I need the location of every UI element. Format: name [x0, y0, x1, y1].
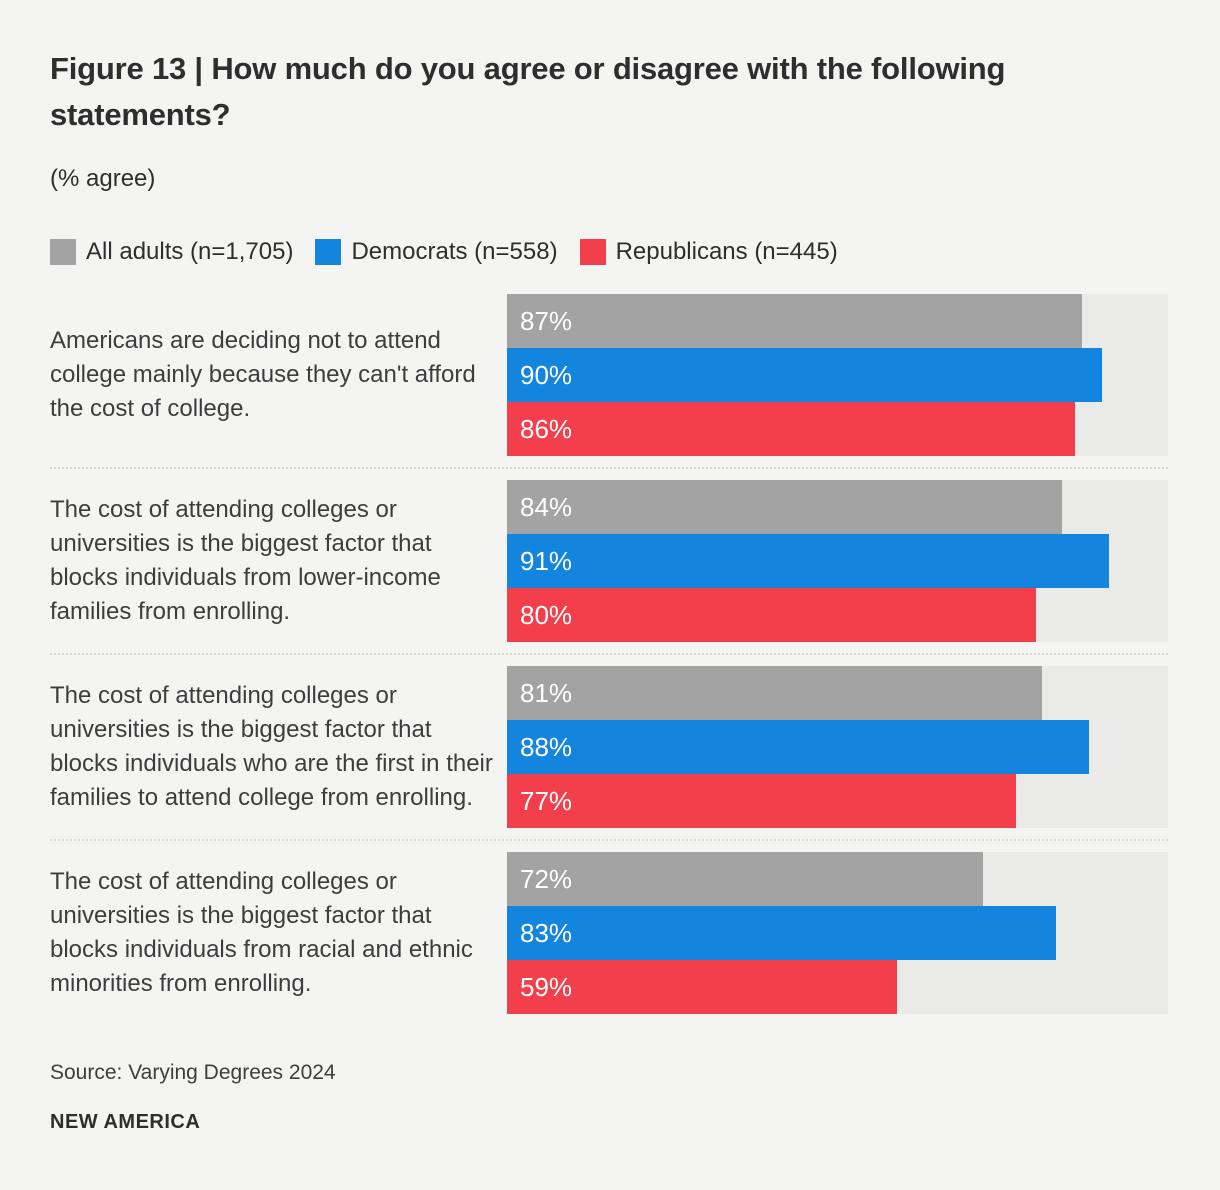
- figure-subtitle: (% agree): [50, 165, 156, 192]
- bar-republicans-1: 86%: [507, 402, 1076, 456]
- bar-group-2: 84% 91% 80%: [507, 480, 1168, 642]
- legend-item-republicans: Republicans (n=445): [579, 238, 838, 266]
- bar-group-1: 87% 90% 86%: [507, 294, 1168, 456]
- bar-value-label: 88%: [520, 731, 573, 762]
- bar-democrats-1: 90%: [507, 348, 1102, 402]
- bar-all-adults-1: 87%: [507, 294, 1083, 348]
- statement-label-2: The cost of attending colleges or univer…: [50, 496, 441, 625]
- legend-label-republicans: Republicans (n=445): [615, 238, 838, 265]
- bar-chart: Americans are deciding not to attend col…: [50, 294, 1168, 1014]
- brand-logo-text: NEW AMERICA: [50, 1111, 201, 1133]
- bar-republicans-4: 59%: [507, 960, 897, 1014]
- bar-republicans-3: 77%: [507, 774, 1016, 828]
- bar-democrats-4: 83%: [507, 906, 1056, 960]
- bar-value-label: 59%: [520, 971, 573, 1002]
- bar-group-3: 81% 88% 77%: [507, 666, 1168, 828]
- statement-label-4: The cost of attending colleges or univer…: [50, 868, 473, 997]
- bar-value-label: 84%: [520, 491, 573, 522]
- bar-value-label: 83%: [520, 917, 573, 948]
- legend-swatch-all-adults: [50, 239, 76, 265]
- bar-value-label: 91%: [520, 545, 573, 576]
- bar-republicans-2: 80%: [507, 588, 1036, 642]
- bar-value-label: 80%: [520, 599, 573, 630]
- legend-item-all-adults: All adults (n=1,705): [50, 238, 293, 266]
- chart-row-1: Americans are deciding not to attend col…: [50, 294, 1168, 456]
- bar-democrats-2: 91%: [507, 534, 1109, 588]
- statement-label-1: Americans are deciding not to attend col…: [50, 327, 476, 422]
- bar-group-4: 72% 83% 59%: [507, 852, 1168, 1014]
- bar-value-label: 77%: [520, 785, 573, 816]
- bar-democrats-3: 88%: [507, 720, 1089, 774]
- bar-value-label: 81%: [520, 677, 573, 708]
- statement-label-3: The cost of attending colleges or univer…: [50, 682, 493, 811]
- legend-label-democrats: Democrats (n=558): [351, 238, 558, 265]
- bar-all-adults-3: 81%: [507, 666, 1043, 720]
- legend-item-democrats: Democrats (n=558): [315, 238, 558, 266]
- bar-value-label: 90%: [520, 359, 573, 390]
- legend: All adults (n=1,705) Democrats (n=558) R…: [50, 238, 1168, 266]
- chart-row-2: The cost of attending colleges or univer…: [50, 480, 1168, 642]
- bar-all-adults-2: 84%: [507, 480, 1063, 534]
- bar-value-label: 86%: [520, 413, 573, 444]
- row-divider: [50, 653, 1168, 655]
- figure-title: Figure 13 | How much do you agree or dis…: [50, 51, 1006, 132]
- row-divider: [50, 467, 1168, 469]
- bar-all-adults-4: 72%: [507, 852, 983, 906]
- source-note: Source: Varying Degrees 2024: [50, 1061, 336, 1084]
- bar-value-label: 72%: [520, 863, 573, 894]
- legend-swatch-republicans: [579, 239, 606, 265]
- legend-label-all-adults: All adults (n=1,705): [86, 238, 294, 265]
- chart-row-4: The cost of attending colleges or univer…: [50, 852, 1168, 1014]
- legend-swatch-democrats: [315, 239, 342, 265]
- chart-row-3: The cost of attending colleges or univer…: [50, 666, 1168, 828]
- bar-value-label: 87%: [520, 305, 573, 336]
- row-divider: [50, 839, 1168, 841]
